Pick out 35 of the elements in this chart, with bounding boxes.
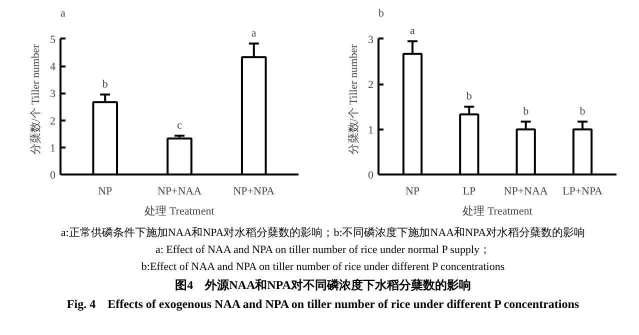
text: 图4 外源NAA和NPA对不同磷浓度下水稻分蘖数的影响 [174,277,472,294]
x-axis-title: 处理 Treatment [462,204,532,218]
text: a: Effect of NAA and NPA on tiller number of rice under normal P supply； [154,243,492,258]
annotation: a [251,28,256,40]
text: b:Effect of NAA and NPA on tiller number of rice under different P concentrations [140,260,506,275]
y-tick-label: 0 [50,170,56,182]
chart-title: a [60,8,66,20]
x-tick-label: NP [405,186,420,198]
y-tick-label: 2 [368,79,374,92]
y-tick-label: 3 [368,34,374,46]
annotation: b [580,106,586,118]
x-tick-label: LP [462,186,476,198]
y-tick-label: 4 [50,61,56,74]
annotation: c [177,120,182,132]
y-axis-title: 分蘖数/个 Tiller number [347,44,360,155]
x-tick-label: NP+NAA [157,186,202,198]
y-tick-label: 3 [50,88,56,100]
annotation: b [466,90,472,103]
x-tick-label: NP+NPA [233,186,275,198]
x-axis-title: 处理 Treatment [144,204,214,218]
chart-title: b [378,8,384,20]
y-tick-label: 2 [50,115,56,128]
x-tick-label: NP [98,186,112,198]
y-tick-label: 1 [50,142,56,154]
x-tick-label: LP+NPA [562,186,603,198]
y-axis-title: 分蘖数/个 Tiller number [29,44,42,155]
y-tick-label: 1 [368,124,374,136]
annotation: b [102,78,108,91]
annotation: a [410,25,416,38]
x-tick-label: NP+NAA [504,186,548,198]
text: Fig. 4 Effects of exogenous NAA and NPA on tiller number of rice under different P concentrations [66,296,580,313]
annotation: b [523,106,530,118]
y-tick-label: 0 [368,170,374,182]
y-tick-label: 5 [50,34,56,46]
text: a:正常供磷条件下施加NAA和NPA对水稻分蘖数的影响；b:不同磷浓度下施加NAA和NPA对水稻分蘖数的影响 [60,226,586,241]
